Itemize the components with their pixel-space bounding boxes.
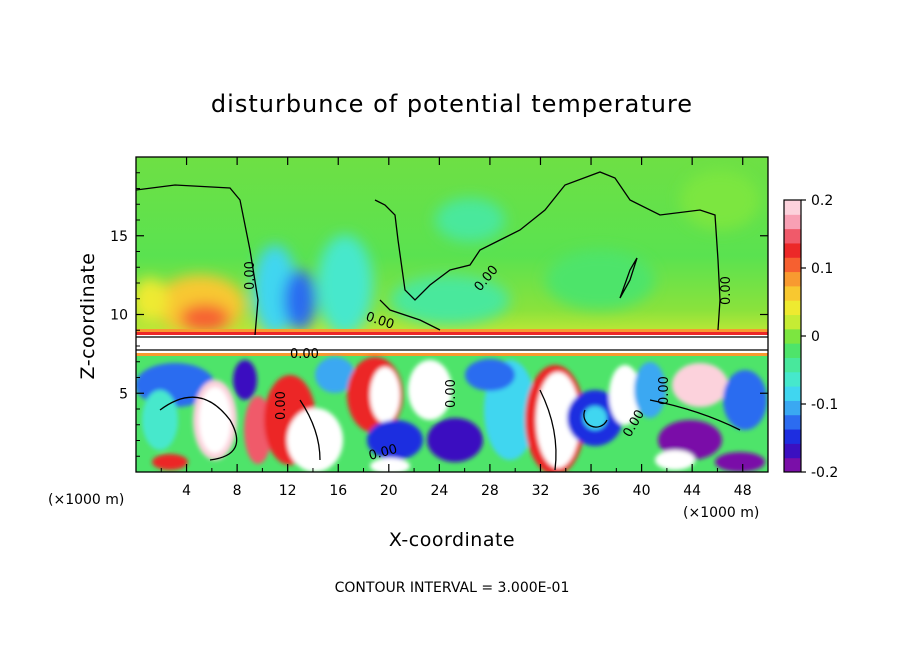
colorbar-swatch bbox=[784, 271, 801, 287]
contour-label-10: 0.00 bbox=[290, 347, 319, 362]
x-tick-label: 44 bbox=[683, 483, 701, 499]
colorbar-swatch bbox=[784, 300, 801, 316]
colorbar-swatch bbox=[784, 371, 801, 387]
colorbar-swatch bbox=[784, 314, 801, 330]
x-tick-label: 48 bbox=[734, 483, 752, 499]
band-red bbox=[136, 332, 768, 335]
x-tick-label: 24 bbox=[430, 483, 448, 499]
contour-interval-note: CONTOUR INTERVAL = 3.000E-01 bbox=[335, 580, 570, 596]
upper-field-features bbox=[136, 170, 760, 335]
colorbar-swatch bbox=[784, 400, 801, 416]
x-tick-label: 12 bbox=[279, 483, 297, 499]
band-white bbox=[136, 335, 768, 353]
contour-label-5: 0.00 bbox=[274, 391, 289, 420]
plot-area: 0.00 0.00 0.00 0.00 0.00 0.00 0.00 0.00 … bbox=[136, 157, 768, 472]
colorbar-tick-label: 0.2 bbox=[811, 193, 833, 209]
x-axis-label: X-coordinate bbox=[389, 529, 515, 551]
colorbar-swatch bbox=[784, 357, 801, 373]
contour-label-6: 0.00 bbox=[367, 442, 399, 464]
x-tick-label: 40 bbox=[633, 483, 651, 499]
contour-lines bbox=[136, 171, 741, 471]
band-orange bbox=[136, 329, 768, 333]
x-ticks: 4 8 12 16 20 24 28 32 36 40 44 48 bbox=[160, 157, 752, 499]
colorbar-swatch bbox=[784, 429, 801, 444]
colorbar-tick-label: -0.1 bbox=[811, 397, 838, 413]
x-tick-label: 16 bbox=[329, 483, 347, 499]
colorbar-labels: 0.2 0.1 0 -0.1 -0.2 bbox=[801, 193, 838, 481]
colorbar-swatch bbox=[784, 343, 801, 358]
y-ticks: 5 10 15 bbox=[110, 172, 768, 457]
y-tick-label: 10 bbox=[110, 308, 128, 324]
colorbar-swatch bbox=[784, 386, 801, 401]
colorbar-tick-label: -0.2 bbox=[811, 465, 838, 481]
colorbar-swatch bbox=[784, 214, 801, 230]
colorbar-swatch bbox=[784, 228, 801, 244]
colorbar-swatch bbox=[784, 414, 801, 430]
colorbar-swatch bbox=[784, 242, 801, 258]
colorbar-swatch bbox=[784, 285, 801, 301]
colorbar-swatch bbox=[784, 457, 801, 473]
contour-label-4: 0.00 bbox=[719, 276, 734, 305]
x-tick-label: 32 bbox=[532, 483, 550, 499]
lower-field-features bbox=[136, 357, 767, 472]
x-tick-label: 20 bbox=[380, 483, 398, 499]
contour-label-7: 0.00 bbox=[444, 379, 459, 408]
contour-label-9: 0.00 bbox=[657, 376, 672, 405]
colorbar bbox=[783, 199, 802, 473]
colorbar-swatch bbox=[784, 257, 801, 273]
y-tick-label: 5 bbox=[119, 386, 128, 402]
x-tick-label: 36 bbox=[582, 483, 600, 499]
y-axis-label: Z-coordinate bbox=[77, 253, 99, 380]
contour-label-1: 0.00 bbox=[243, 261, 258, 290]
x-unit-label-right: (×1000 m) bbox=[683, 505, 759, 521]
x-tick-label: 4 bbox=[182, 483, 191, 499]
y-tick-label: 15 bbox=[110, 229, 128, 245]
chart-title: disturbunce of potential temperature bbox=[211, 90, 693, 118]
colorbar-swatch bbox=[784, 200, 801, 215]
colorbar-swatch bbox=[784, 328, 801, 344]
colorbar-tick-label: 0 bbox=[811, 329, 820, 345]
band-orange-lower bbox=[136, 353, 768, 356]
x-tick-label: 8 bbox=[233, 483, 242, 499]
colorbar-swatch bbox=[784, 443, 801, 459]
x-tick-label: 28 bbox=[481, 483, 499, 499]
colorbar-tick-label: 0.1 bbox=[811, 261, 833, 277]
x-unit-label: (×1000 m) bbox=[48, 492, 124, 508]
